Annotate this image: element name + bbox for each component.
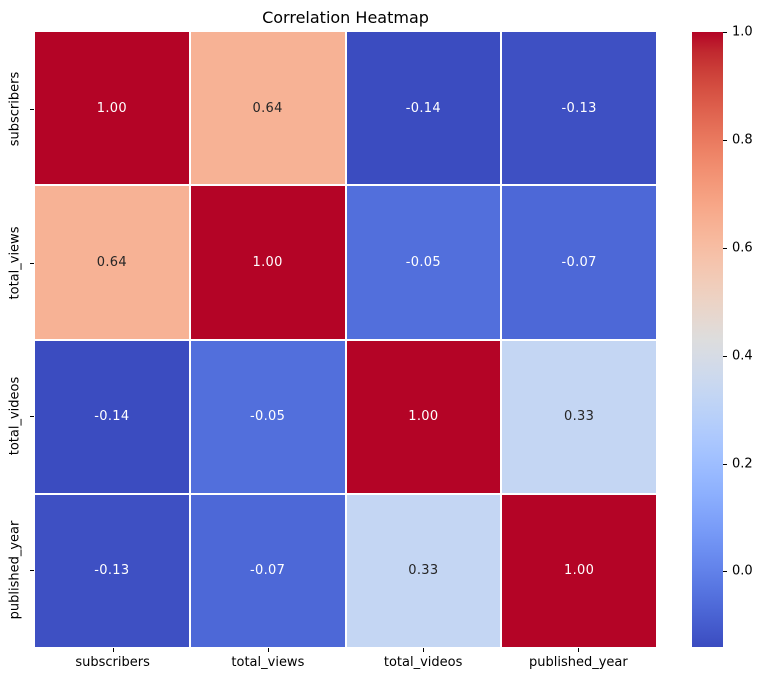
heatmap-cell-published_year-published_year: 1.00 <box>502 494 656 647</box>
colorbar-tick-mark <box>723 571 727 573</box>
y-tick-label-published_year: published_year <box>7 520 23 620</box>
chart-title: Correlation Heatmap <box>262 8 429 27</box>
heatmap-cell-published_year-total_videos: 0.33 <box>346 494 501 647</box>
colorbar <box>692 32 723 647</box>
cell-value: 0.33 <box>408 563 439 579</box>
cell-value: 0.33 <box>564 409 595 425</box>
y-tick-mark <box>30 416 34 418</box>
heatmap-cell-published_year-subscribers: -0.13 <box>35 494 189 647</box>
cell-value: -0.07 <box>561 254 597 270</box>
heatmap-cell-total_videos-total_videos: 1.00 <box>346 340 501 493</box>
heatmap-cell-total_views-subscribers: 0.64 <box>35 186 189 339</box>
heatmap-cell-subscribers-total_videos: -0.14 <box>346 32 501 185</box>
cell-value: -0.05 <box>250 409 286 425</box>
heatmap-grid: 1.00 0.64 -0.14 -0.13 0.64 1.00 -0.05 -0.07 -0.1… <box>35 32 656 647</box>
colorbar-tick-label-0.0: 0.0 <box>732 563 753 579</box>
colorbar-tick-label-0.2: 0.2 <box>732 456 753 472</box>
heatmap-cell-published_year-total_views: -0.07 <box>190 494 345 647</box>
colorbar-tick-mark <box>723 247 727 249</box>
cell-value: 1.00 <box>96 100 127 116</box>
cell-value: -0.05 <box>405 254 441 270</box>
x-tick-mark <box>112 648 114 652</box>
colorbar-tick-mark <box>723 32 727 33</box>
colorbar-tick-mark <box>723 463 727 465</box>
y-tick-label-total_views: total_views <box>7 226 23 300</box>
heatmap-cell-total_views-total_views: 1.00 <box>190 186 345 339</box>
heatmap-cell-subscribers-total_views: 0.64 <box>190 32 345 185</box>
colorbar-tick-mark <box>723 139 727 141</box>
y-tick-mark <box>30 262 34 264</box>
cell-value: -0.14 <box>94 409 130 425</box>
cell-value: 0.64 <box>96 254 127 270</box>
y-tick-mark <box>30 570 34 572</box>
colorbar-tick-mark <box>723 355 727 357</box>
cell-value: 1.00 <box>408 409 439 425</box>
heatmap-cell-total_videos-total_views: -0.05 <box>190 340 345 493</box>
heatmap-cell-subscribers-subscribers: 1.00 <box>35 32 189 185</box>
x-tick-label-published_year: published_year <box>529 655 628 670</box>
cell-value: -0.14 <box>405 100 441 116</box>
heatmap-cell-total_views-total_videos: -0.05 <box>346 186 501 339</box>
y-tick-label-subscribers: subscribers <box>7 71 23 147</box>
x-tick-label-total_videos: total_videos <box>383 655 463 670</box>
y-tick-mark <box>30 108 34 110</box>
heatmap-cell-total_videos-published_year: 0.33 <box>502 340 656 493</box>
heatmap-cell-total_views-published_year: -0.07 <box>502 186 656 339</box>
x-tick-label-subscribers: subscribers <box>75 655 150 670</box>
colorbar-tick-label-0.4: 0.4 <box>732 348 753 364</box>
x-tick-mark <box>578 648 580 652</box>
y-tick-label-total_videos: total_videos <box>7 377 23 456</box>
cell-value: 0.64 <box>252 100 283 116</box>
heatmap-cell-total_videos-subscribers: -0.14 <box>35 340 189 493</box>
cell-value: -0.07 <box>250 563 286 579</box>
x-tick-label-total_views: total_views <box>231 655 305 670</box>
cell-value: -0.13 <box>94 563 130 579</box>
heatmap-cell-subscribers-published_year: -0.13 <box>502 32 656 185</box>
colorbar-tick-label-1.0: 1.0 <box>732 24 753 40</box>
colorbar-tick-label-0.8: 0.8 <box>732 132 753 148</box>
colorbar-tick-label-0.6: 0.6 <box>732 240 753 256</box>
x-tick-mark <box>423 648 425 652</box>
cell-value: 1.00 <box>252 254 283 270</box>
cell-value: 1.00 <box>564 563 595 579</box>
x-tick-mark <box>267 648 269 652</box>
cell-value: -0.13 <box>561 100 597 116</box>
